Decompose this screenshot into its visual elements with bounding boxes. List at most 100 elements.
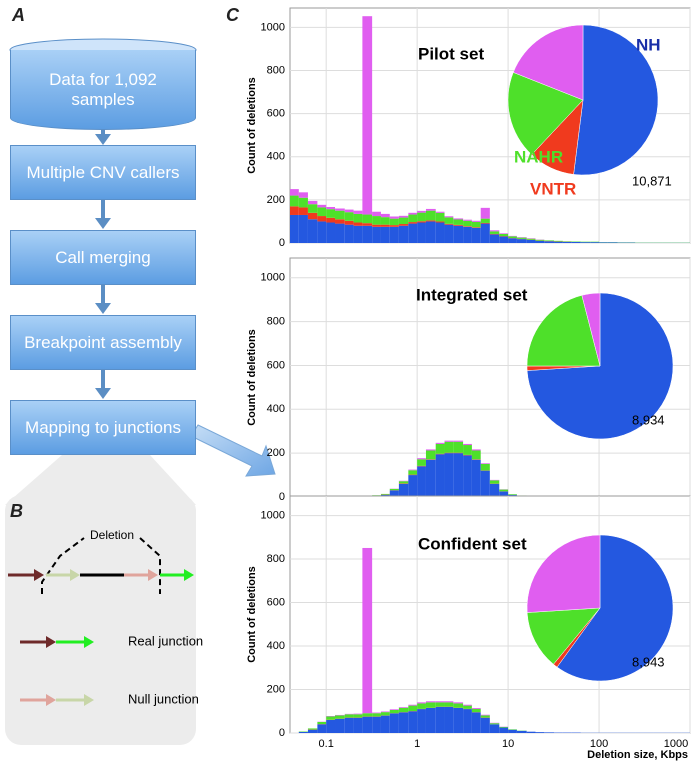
bar-segment	[307, 204, 318, 213]
bar-segment	[471, 227, 481, 228]
bar-segment	[499, 233, 509, 234]
y-tick-label: 600	[267, 359, 285, 371]
pie-slice	[512, 24, 584, 101]
bar-segment	[435, 701, 445, 703]
bar-segment	[372, 226, 381, 243]
bar-segment	[453, 702, 464, 704]
bar-segment	[326, 716, 336, 720]
bar-segment	[417, 459, 426, 466]
chart-title: Pilot set	[418, 44, 484, 63]
bar-segment	[471, 712, 481, 733]
deletion-bracket	[41, 537, 85, 594]
bar-segment	[408, 705, 418, 712]
bar-segment	[425, 707, 436, 733]
bar-segment	[499, 726, 509, 728]
bar-segment	[425, 459, 436, 497]
bar-segment	[480, 223, 490, 243]
y-tick-label: 1000	[261, 509, 285, 521]
y-axis-label: Count of deletions	[246, 566, 258, 663]
bar-segment	[444, 217, 454, 224]
flow-step: Data for 1,092 samples	[10, 50, 196, 130]
bar-segment	[380, 711, 390, 713]
bar-segment	[444, 223, 454, 225]
bar-segment	[344, 714, 354, 718]
bar-segment	[516, 239, 527, 243]
bar-segment	[526, 239, 536, 243]
bar-segment	[335, 208, 345, 211]
bar-segment	[380, 213, 390, 218]
bar-segment	[344, 717, 354, 733]
bar-segment	[389, 225, 399, 227]
bar-segment	[453, 225, 464, 243]
chart-title: Confident set	[418, 534, 527, 553]
bar-segment	[398, 707, 409, 713]
bar-segment	[499, 489, 509, 492]
y-tick-label: 800	[267, 553, 285, 565]
bar-segment	[389, 488, 399, 491]
bar-segment	[480, 715, 490, 718]
pie-total: 10,871	[632, 173, 672, 188]
bar-segment	[317, 721, 327, 725]
y-tick-label: 600	[267, 596, 285, 608]
bar-segment	[535, 239, 545, 241]
bar-segment	[435, 442, 445, 444]
bar-segment	[554, 241, 563, 243]
bar-segment	[526, 731, 536, 733]
pie-slice	[526, 294, 601, 367]
bar-segment	[353, 225, 363, 243]
deletion-bracket	[139, 537, 161, 594]
bar-segment	[389, 709, 399, 714]
bar-segment	[471, 707, 481, 709]
bar-segment	[298, 197, 308, 208]
bar-segment	[444, 224, 454, 243]
bar-segment	[417, 466, 426, 497]
bar-segment	[317, 216, 327, 222]
bar-segment	[344, 209, 354, 213]
bar-segment	[508, 729, 517, 733]
bar-segment	[453, 440, 464, 442]
panel-label: B	[10, 501, 23, 521]
bar-segment	[398, 217, 409, 225]
bar-segment	[326, 217, 336, 223]
bar-segment	[380, 226, 390, 243]
bar-segment	[480, 714, 490, 716]
deletion-label: Deletion	[90, 528, 134, 542]
bar-segment	[344, 220, 354, 225]
panel-label: C	[226, 5, 240, 25]
bar-segment	[544, 241, 555, 243]
bar-segment	[408, 212, 418, 215]
bar-segment	[417, 212, 426, 222]
flow-step: Call merging	[10, 230, 196, 285]
bar-segment	[290, 206, 299, 215]
bar-segment	[372, 712, 381, 714]
bar-segment	[535, 732, 545, 733]
bar-segment	[444, 453, 454, 497]
pie-slice	[507, 72, 584, 156]
bar-segment	[471, 708, 481, 713]
bar-segment	[425, 702, 436, 708]
bar-segment	[298, 207, 308, 215]
bar-segment	[372, 716, 381, 733]
bar-segment	[417, 709, 426, 733]
junction-strand	[8, 569, 194, 706]
bar-segment	[480, 463, 490, 471]
bar-segment	[499, 233, 509, 237]
bar-segment	[499, 491, 509, 497]
bar-segment	[353, 222, 363, 226]
bar-segment	[425, 449, 436, 451]
bar-segment	[372, 713, 381, 717]
bar-segment	[571, 241, 581, 243]
bar-segment	[499, 727, 509, 733]
bar-segment	[435, 211, 445, 213]
bar-segment	[408, 475, 418, 497]
bar-segment	[326, 209, 336, 218]
bar-segment	[489, 483, 500, 497]
bar-segment	[444, 702, 454, 707]
y-axis-label: Count of deletions	[246, 329, 258, 426]
y-tick-label: 400	[267, 403, 285, 415]
bar-segment	[362, 214, 373, 224]
bar-segment	[362, 223, 373, 226]
bar-segment	[344, 224, 354, 243]
bar-segment	[290, 189, 299, 196]
